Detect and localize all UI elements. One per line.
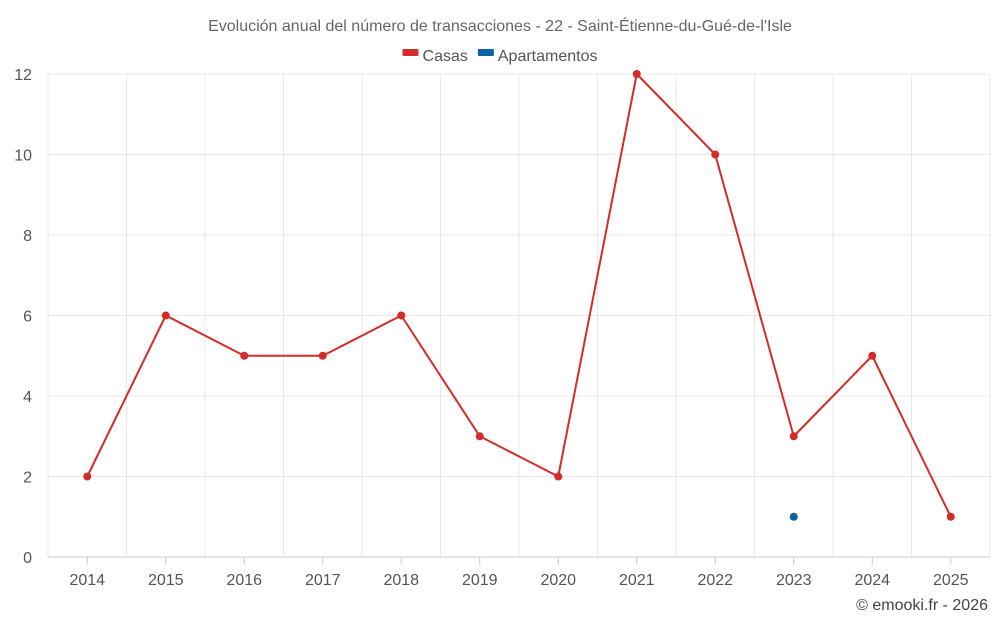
y-axis-ticks: 0 2 4 6 8 10 12 — [14, 67, 32, 567]
data-point — [789, 432, 798, 441]
data-point — [868, 351, 877, 360]
y-tick-label: 2 — [23, 470, 32, 487]
legend-label: Apartamentos — [498, 48, 598, 65]
data-point — [318, 351, 327, 360]
data-point — [632, 70, 641, 78]
legend: Casas Apartamentos — [402, 48, 598, 65]
data-point — [397, 311, 406, 320]
series-apartamentos — [789, 512, 798, 521]
y-tick-label: 6 — [23, 309, 32, 326]
series-layer — [83, 70, 955, 521]
x-tick-label: 2025 — [933, 572, 969, 589]
data-point — [554, 472, 563, 481]
x-tick-label: 2020 — [540, 572, 576, 589]
legend-label: Casas — [423, 48, 468, 65]
y-tick-label: 10 — [14, 148, 32, 165]
y-tick-label: 4 — [23, 389, 32, 406]
data-point — [475, 432, 484, 441]
y-tick-label: 12 — [14, 67, 32, 84]
data-point — [946, 512, 955, 521]
data-point — [711, 150, 720, 159]
data-point — [240, 351, 249, 360]
x-tick-label: 2024 — [854, 572, 890, 589]
legend-swatch — [477, 49, 494, 56]
x-tick-label: 2017 — [305, 572, 341, 589]
x-tick-label: 2016 — [226, 572, 262, 589]
y-tick-label: 8 — [23, 228, 32, 245]
x-tick-label: 2022 — [697, 572, 733, 589]
legend-item[interactable]: Casas — [402, 48, 468, 65]
x-tick-label: 2021 — [619, 572, 655, 589]
x-axis-ticks: 2014 2015 2016 2017 2018 2019 2020 2021 2022 2023… — [69, 557, 969, 589]
x-tick-label: 2023 — [776, 572, 812, 589]
x-tick-label: 2019 — [462, 572, 498, 589]
legend-swatch — [402, 49, 419, 56]
legend-item[interactable]: Apartamentos — [477, 48, 598, 65]
grid — [47, 73, 991, 558]
x-tick-label: 2018 — [383, 572, 419, 589]
chart-title: Evolución anual del número de transaccio… — [208, 16, 792, 35]
data-point — [83, 472, 92, 481]
x-tick-label: 2014 — [69, 572, 105, 589]
credit-text: © emooki.fr - 2026 — [856, 597, 988, 614]
y-tick-label: 0 — [23, 550, 32, 567]
series-line — [86, 71, 952, 518]
series-casas — [83, 70, 955, 521]
data-point — [161, 311, 170, 320]
x-tick-label: 2015 — [148, 572, 184, 589]
data-point — [789, 512, 798, 521]
